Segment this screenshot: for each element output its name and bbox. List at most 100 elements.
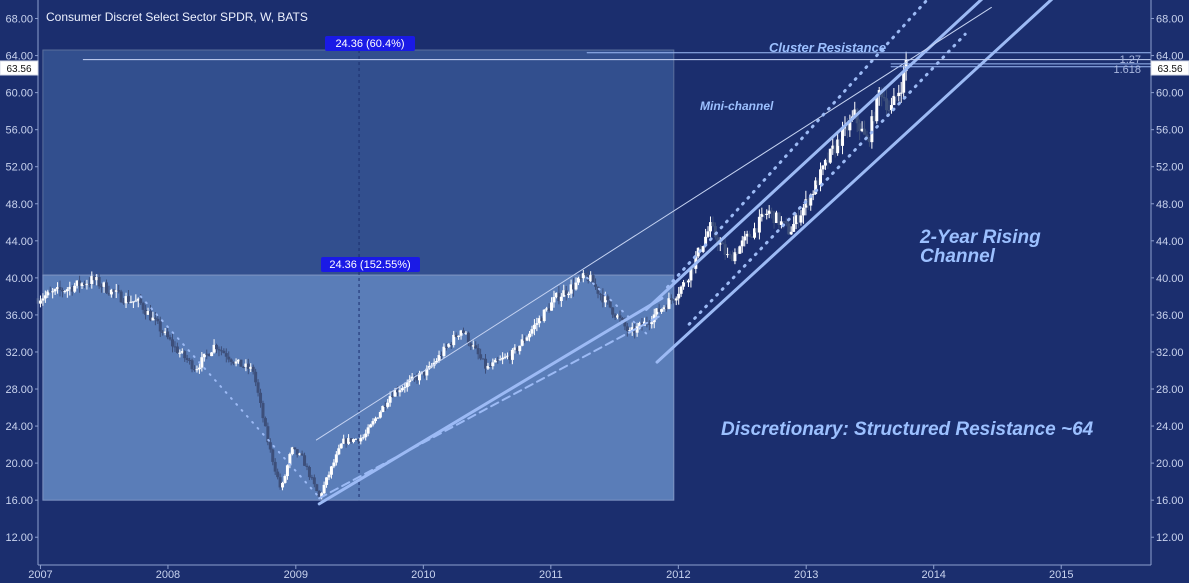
y-tick-label-right: 20.00: [1156, 458, 1184, 470]
candle-body: [178, 352, 182, 354]
candle-body: [660, 309, 664, 312]
candle-body: [307, 466, 311, 478]
candle-body: [90, 276, 94, 285]
candle-body: [290, 447, 294, 455]
candle-body: [662, 307, 666, 310]
candle-body: [537, 318, 541, 324]
candle-body: [303, 455, 307, 466]
candle-body: [823, 159, 827, 166]
candle-body: [122, 302, 126, 304]
x-tick-label: 2013: [794, 569, 818, 581]
candle-body: [259, 392, 263, 403]
candle-body: [814, 180, 818, 194]
candle-body: [239, 359, 243, 367]
candle-body: [317, 491, 321, 497]
candle-body: [156, 318, 160, 322]
last-price-right-tag: 63.56: [1150, 60, 1189, 76]
candle-body: [498, 359, 502, 361]
candle-body: [601, 294, 605, 303]
candle-body: [180, 351, 184, 353]
candle-body: [227, 356, 231, 360]
candle-body: [608, 300, 612, 308]
candle-body: [513, 347, 517, 350]
candle-body: [616, 315, 620, 318]
candle-body: [188, 359, 192, 361]
y-tick-label-right: 12.00: [1156, 532, 1184, 544]
candle-body: [716, 237, 720, 245]
annotation-mini-channel: Mini-channel: [700, 99, 774, 113]
candle-body: [794, 215, 798, 225]
candle-body: [447, 343, 451, 347]
candle-body: [508, 355, 512, 360]
measure-upper-label: 24.36 (60.4%): [335, 38, 404, 50]
candle-body: [457, 335, 461, 337]
candle-body: [674, 298, 678, 301]
y-tick-label-left: 68.00: [5, 14, 33, 26]
candle-body: [559, 296, 563, 302]
candle-body: [293, 447, 297, 450]
candle-body: [364, 433, 368, 438]
candle-body: [185, 358, 189, 360]
candle-body: [567, 293, 571, 296]
candle-body: [752, 228, 756, 238]
candle-body: [87, 283, 91, 285]
candle-body: [215, 344, 219, 350]
long-trend-lower: [317, 296, 664, 506]
candle-body: [841, 128, 845, 146]
candle-body: [461, 330, 465, 334]
y-tick-label-right: 64.00: [1156, 51, 1184, 63]
candle-body: [875, 95, 879, 122]
candle-body: [894, 95, 898, 97]
candle-body: [217, 349, 221, 351]
candle-body: [892, 95, 896, 106]
candle-body: [784, 221, 788, 224]
candle-body: [312, 477, 316, 485]
candle-body: [168, 337, 172, 340]
candle-body: [444, 346, 448, 348]
candle-body: [273, 461, 277, 472]
candle-body: [381, 406, 385, 413]
candle-body: [244, 363, 248, 367]
candle-body: [762, 213, 766, 216]
candle-body: [664, 307, 668, 309]
candle-body: [523, 339, 527, 341]
candle-body: [779, 221, 783, 225]
candle-body: [73, 285, 77, 292]
candle-body: [518, 345, 522, 352]
candle-body: [124, 296, 128, 304]
candle-body: [219, 350, 223, 352]
candle-body: [249, 366, 253, 369]
candle-body: [867, 139, 871, 143]
candle-body: [371, 421, 375, 425]
candle-body: [611, 307, 615, 315]
candle-body: [251, 366, 255, 372]
candle-body: [70, 286, 74, 292]
candle-body: [491, 362, 495, 367]
candle-body: [479, 354, 483, 359]
candle-body: [821, 165, 825, 170]
x-tick-label: 2008: [156, 569, 180, 581]
candle-body: [158, 321, 162, 332]
candle-body: [388, 396, 392, 403]
candle-body: [738, 246, 742, 254]
candle-body: [723, 244, 727, 255]
last-price-left-tag: 63.56: [0, 60, 39, 76]
candle-body: [46, 291, 50, 296]
candle-body: [356, 439, 360, 442]
candle-body: [60, 290, 64, 292]
candle-body: [68, 286, 72, 290]
candle-body: [476, 348, 480, 355]
candle-body: [897, 92, 901, 97]
candle-body: [197, 367, 201, 370]
candle-body: [334, 454, 338, 463]
annotation-main: Discretionary: Structured Resistance ~64: [721, 419, 1094, 440]
trend-lines: [82, 0, 1152, 506]
y-tick-label-right: 24.00: [1156, 421, 1184, 433]
y-tick-label-right: 52.00: [1156, 162, 1184, 174]
candle-body: [545, 308, 549, 310]
candle-body: [398, 390, 402, 393]
candle-body: [166, 331, 170, 338]
candle-body: [408, 379, 412, 383]
candle-body: [344, 438, 348, 444]
